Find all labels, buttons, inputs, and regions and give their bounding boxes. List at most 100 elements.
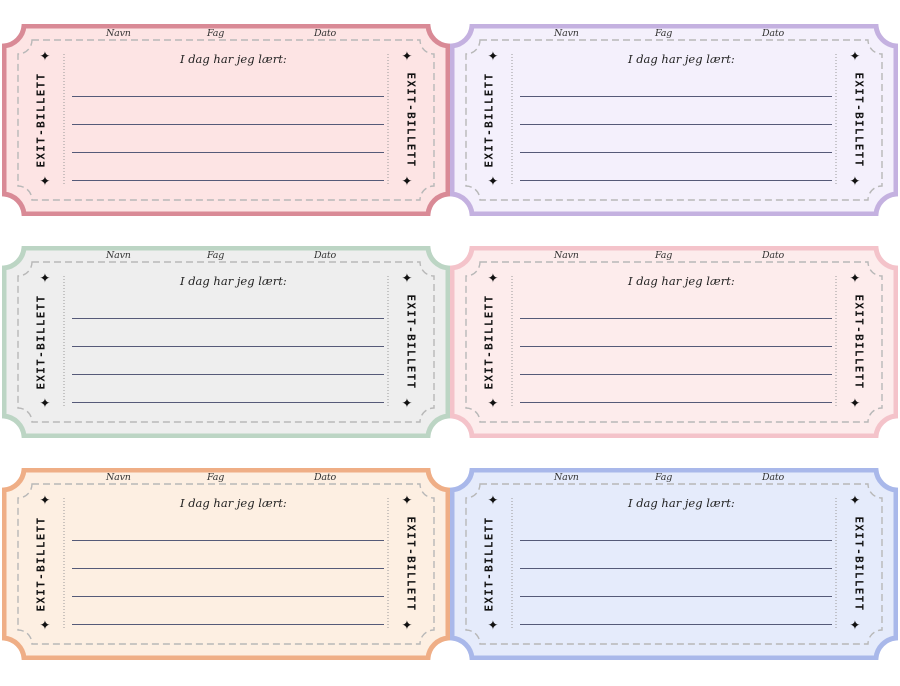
ticket-prompt: I dag har jeg lært:	[628, 52, 735, 66]
sparkle-icon: ✦	[401, 493, 413, 509]
field-label-date: Dato	[314, 28, 337, 39]
exit-ticket-light-pink: Navn Fag Dato I dag har jeg lært: EXIT-BILLE…	[450, 246, 898, 438]
side-label-left: EXIT-BILLETT	[482, 72, 496, 168]
ticket-outline	[2, 246, 450, 438]
ticket-inner-dashed-border	[465, 261, 883, 423]
writing-line[interactable]	[520, 374, 832, 375]
ticket-border	[2, 468, 450, 660]
side-label-left: EXIT-BILLETT	[34, 294, 48, 390]
side-label-left: EXIT-BILLETT	[482, 516, 496, 612]
side-label-right: EXIT-BILLETT	[404, 72, 418, 168]
exit-ticket-lavender: Navn Fag Dato I dag har jeg lært: EXIT-BILLE…	[450, 24, 898, 216]
sparkle-icon: ✦	[487, 396, 499, 412]
ticket-outline	[450, 468, 898, 660]
field-label-date: Dato	[762, 250, 785, 261]
writing-line[interactable]	[72, 180, 384, 181]
ticket-outline	[2, 24, 450, 216]
side-label-left: EXIT-BILLETT	[34, 516, 48, 612]
exit-ticket-grey: Navn Fag Dato I dag har jeg lært: EXIT-BILLE…	[2, 246, 450, 438]
ticket-prompt: I dag har jeg lært:	[180, 496, 287, 510]
ticket-inner-dashed-border	[17, 261, 435, 423]
side-label-left: EXIT-BILLETT	[34, 72, 48, 168]
sparkle-icon: ✦	[487, 49, 499, 65]
writing-line[interactable]	[520, 180, 832, 181]
writing-line[interactable]	[72, 596, 384, 597]
writing-line[interactable]	[72, 124, 384, 125]
writing-line[interactable]	[520, 96, 832, 97]
sparkle-icon: ✦	[401, 174, 413, 190]
field-label-date: Dato	[762, 28, 785, 39]
field-label-subject: Fag	[207, 472, 225, 483]
field-label-date: Dato	[762, 472, 785, 483]
sparkle-icon: ✦	[487, 493, 499, 509]
ticket-border	[2, 24, 450, 216]
side-label-right: EXIT-BILLETT	[404, 516, 418, 612]
side-label-left: EXIT-BILLETT	[482, 294, 496, 390]
field-label-subject: Fag	[207, 250, 225, 261]
sparkle-icon: ✦	[401, 396, 413, 412]
ticket-border	[450, 24, 898, 216]
ticket-border	[450, 468, 898, 660]
writing-line[interactable]	[520, 124, 832, 125]
ticket-outline	[2, 468, 450, 660]
writing-line[interactable]	[72, 152, 384, 153]
writing-line[interactable]	[72, 568, 384, 569]
writing-line[interactable]	[72, 624, 384, 625]
sparkle-icon: ✦	[849, 493, 861, 509]
sparkle-icon: ✦	[487, 618, 499, 634]
ticket-border	[450, 246, 898, 438]
sparkle-icon: ✦	[39, 396, 51, 412]
writing-line[interactable]	[72, 346, 384, 347]
sparkle-icon: ✦	[39, 618, 51, 634]
writing-line[interactable]	[72, 96, 384, 97]
sparkle-icon: ✦	[401, 49, 413, 65]
sparkle-icon: ✦	[39, 493, 51, 509]
field-label-subject: Fag	[655, 250, 673, 261]
ticket-inner-dashed-border	[465, 483, 883, 645]
ticket-border	[2, 246, 450, 438]
field-label-name: Navn	[106, 28, 131, 39]
writing-line[interactable]	[520, 540, 832, 541]
field-label-name: Navn	[106, 472, 131, 483]
writing-line[interactable]	[520, 346, 832, 347]
writing-line[interactable]	[72, 540, 384, 541]
ticket-prompt: I dag har jeg lært:	[628, 274, 735, 288]
ticket-inner-dashed-border	[17, 483, 435, 645]
exit-ticket-peach: Navn Fag Dato I dag har jeg lært: EXIT-BILLE…	[2, 468, 450, 660]
sparkle-icon: ✦	[39, 271, 51, 287]
field-label-subject: Fag	[655, 28, 673, 39]
sparkle-icon: ✦	[849, 396, 861, 412]
writing-line[interactable]	[520, 152, 832, 153]
writing-line[interactable]	[520, 624, 832, 625]
writing-line[interactable]	[520, 568, 832, 569]
ticket-prompt: I dag har jeg lært:	[180, 52, 287, 66]
ticket-outline	[450, 24, 898, 216]
sparkle-icon: ✦	[487, 174, 499, 190]
side-label-right: EXIT-BILLETT	[404, 294, 418, 390]
side-label-right: EXIT-BILLETT	[852, 516, 866, 612]
sparkle-icon: ✦	[849, 174, 861, 190]
field-label-subject: Fag	[207, 28, 225, 39]
ticket-inner-dashed-border	[465, 39, 883, 201]
ticket-outline	[450, 246, 898, 438]
exit-ticket-pink-red: Navn Fag Dato I dag har jeg lært: EXIT-BILLE…	[2, 24, 450, 216]
writing-line[interactable]	[72, 318, 384, 319]
ticket-inner-dashed-border	[17, 39, 435, 201]
sparkle-icon: ✦	[39, 174, 51, 190]
writing-line[interactable]	[72, 402, 384, 403]
ticket-prompt: I dag har jeg lært:	[628, 496, 735, 510]
side-label-right: EXIT-BILLETT	[852, 72, 866, 168]
field-label-date: Dato	[314, 250, 337, 261]
side-label-right: EXIT-BILLETT	[852, 294, 866, 390]
sparkle-icon: ✦	[849, 618, 861, 634]
sparkle-icon: ✦	[849, 49, 861, 65]
field-label-date: Dato	[314, 472, 337, 483]
writing-line[interactable]	[520, 596, 832, 597]
field-label-name: Navn	[106, 250, 131, 261]
sparkle-icon: ✦	[39, 49, 51, 65]
writing-line[interactable]	[520, 318, 832, 319]
sparkle-icon: ✦	[849, 271, 861, 287]
writing-line[interactable]	[520, 402, 832, 403]
writing-line[interactable]	[72, 374, 384, 375]
field-label-subject: Fag	[655, 472, 673, 483]
